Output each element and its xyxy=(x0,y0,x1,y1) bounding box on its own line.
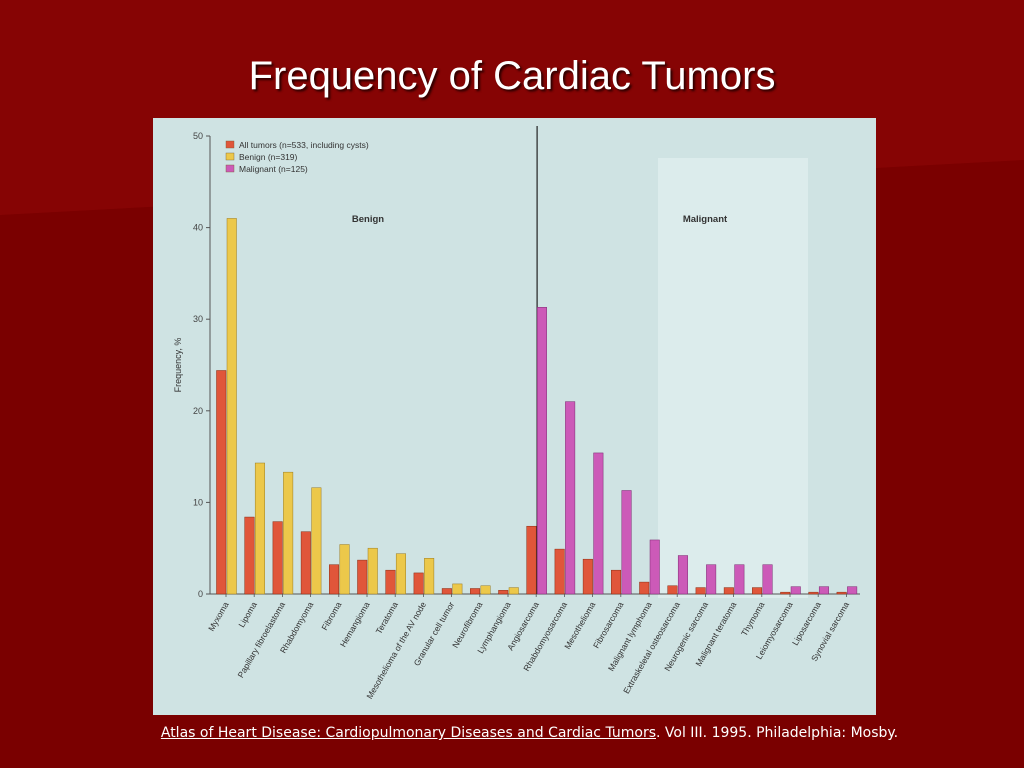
citation: Atlas of Heart Disease: Cardiopulmonary … xyxy=(0,724,1024,742)
bar-all-tumors[interactable] xyxy=(498,590,509,595)
bar-all-tumors[interactable] xyxy=(385,569,396,595)
bar-all-tumors[interactable] xyxy=(300,531,311,595)
category-label: Myxoma xyxy=(206,600,231,633)
legend-swatch xyxy=(225,164,235,173)
legend-swatch xyxy=(225,140,235,149)
bar-benign[interactable] xyxy=(283,471,294,595)
y-tick-label: 0 xyxy=(198,589,203,599)
bar-benign[interactable] xyxy=(226,218,237,595)
bar-all-tumors[interactable] xyxy=(639,581,650,595)
bar-all-tumors[interactable] xyxy=(695,587,706,595)
y-tick-label: 20 xyxy=(193,406,203,416)
legend-label: Malignant (n=125) xyxy=(239,164,308,174)
bar-benign[interactable] xyxy=(367,547,378,595)
chart-figure: 0 10 20 30 40 50 Frequency, % Benign Malignant Al… xyxy=(153,118,876,715)
bar-all-tumors[interactable] xyxy=(836,591,847,595)
citation-details: . Vol III. 1995. Philadelphia: Mosby. xyxy=(656,725,899,741)
bar-malignant[interactable] xyxy=(621,490,632,595)
bar-all-tumors[interactable] xyxy=(667,585,678,595)
bar-malignant[interactable] xyxy=(790,586,801,595)
bar-all-tumors[interactable] xyxy=(413,572,424,595)
bar-benign[interactable] xyxy=(395,553,406,595)
bar-malignant[interactable] xyxy=(677,555,688,595)
bar-all-tumors[interactable] xyxy=(329,564,340,595)
section-label-benign: Benign xyxy=(352,214,384,225)
y-tick-label: 50 xyxy=(193,131,203,141)
bar-malignant[interactable] xyxy=(565,401,576,595)
bar-benign[interactable] xyxy=(480,585,491,595)
bar-all-tumors[interactable] xyxy=(216,370,227,595)
bar-malignant[interactable] xyxy=(706,564,717,595)
bar-all-tumors[interactable] xyxy=(244,516,255,595)
bar-benign[interactable] xyxy=(508,587,519,595)
legend-label: Benign (n=319) xyxy=(239,152,298,162)
bar-benign[interactable] xyxy=(254,462,265,595)
category-label: Liposarcoma xyxy=(790,600,823,647)
bar-all-tumors[interactable] xyxy=(272,521,283,595)
bar-benign[interactable] xyxy=(424,558,435,595)
legend-swatch xyxy=(225,152,235,161)
category-label: Lipoma xyxy=(236,600,259,629)
category-label: Teratoma xyxy=(374,600,401,636)
bar-all-tumors[interactable] xyxy=(526,525,537,595)
citation-link[interactable]: Atlas of Heart Disease: Cardiopulmonary … xyxy=(160,725,656,741)
bar-all-tumors[interactable] xyxy=(611,569,622,595)
legend-label: All tumors (n=533, including cysts) xyxy=(239,140,369,150)
bar-malignant[interactable] xyxy=(734,564,745,595)
bar-malignant[interactable] xyxy=(847,586,858,595)
bar-benign[interactable] xyxy=(452,583,463,595)
bar-malignant[interactable] xyxy=(649,539,660,595)
bar-malignant[interactable] xyxy=(536,307,547,595)
section-label-malignant: Malignant xyxy=(683,214,728,225)
slide-title: Frequency of Cardiac Tumors xyxy=(248,54,776,98)
bar-all-tumors[interactable] xyxy=(752,587,763,595)
figure-background-panel xyxy=(658,158,808,598)
bar-all-tumors[interactable] xyxy=(723,587,734,595)
bar-malignant[interactable] xyxy=(593,452,604,595)
category-label: Thymoma xyxy=(739,600,767,638)
bar-all-tumors[interactable] xyxy=(441,588,452,595)
y-tick-label: 30 xyxy=(193,314,203,324)
bar-all-tumors[interactable] xyxy=(582,558,593,595)
y-tick-label: 40 xyxy=(193,223,203,233)
bar-malignant[interactable] xyxy=(818,586,829,595)
y-tick-label: 10 xyxy=(193,497,203,507)
bar-all-tumors[interactable] xyxy=(470,588,481,595)
bar-benign[interactable] xyxy=(339,544,350,595)
bar-all-tumors[interactable] xyxy=(554,548,565,595)
bar-all-tumors[interactable] xyxy=(780,591,791,595)
category-label: Fibroma xyxy=(319,600,343,632)
bar-benign[interactable] xyxy=(311,487,322,595)
bar-all-tumors[interactable] xyxy=(808,591,819,595)
category-label: Hemangioma xyxy=(338,600,372,649)
bar-all-tumors[interactable] xyxy=(357,559,368,595)
bar-malignant[interactable] xyxy=(762,564,773,595)
y-axis-title: Frequency, % xyxy=(173,338,183,393)
bar-chart: 0 10 20 30 40 50 Frequency, % Benign Malignant Al… xyxy=(173,126,860,701)
